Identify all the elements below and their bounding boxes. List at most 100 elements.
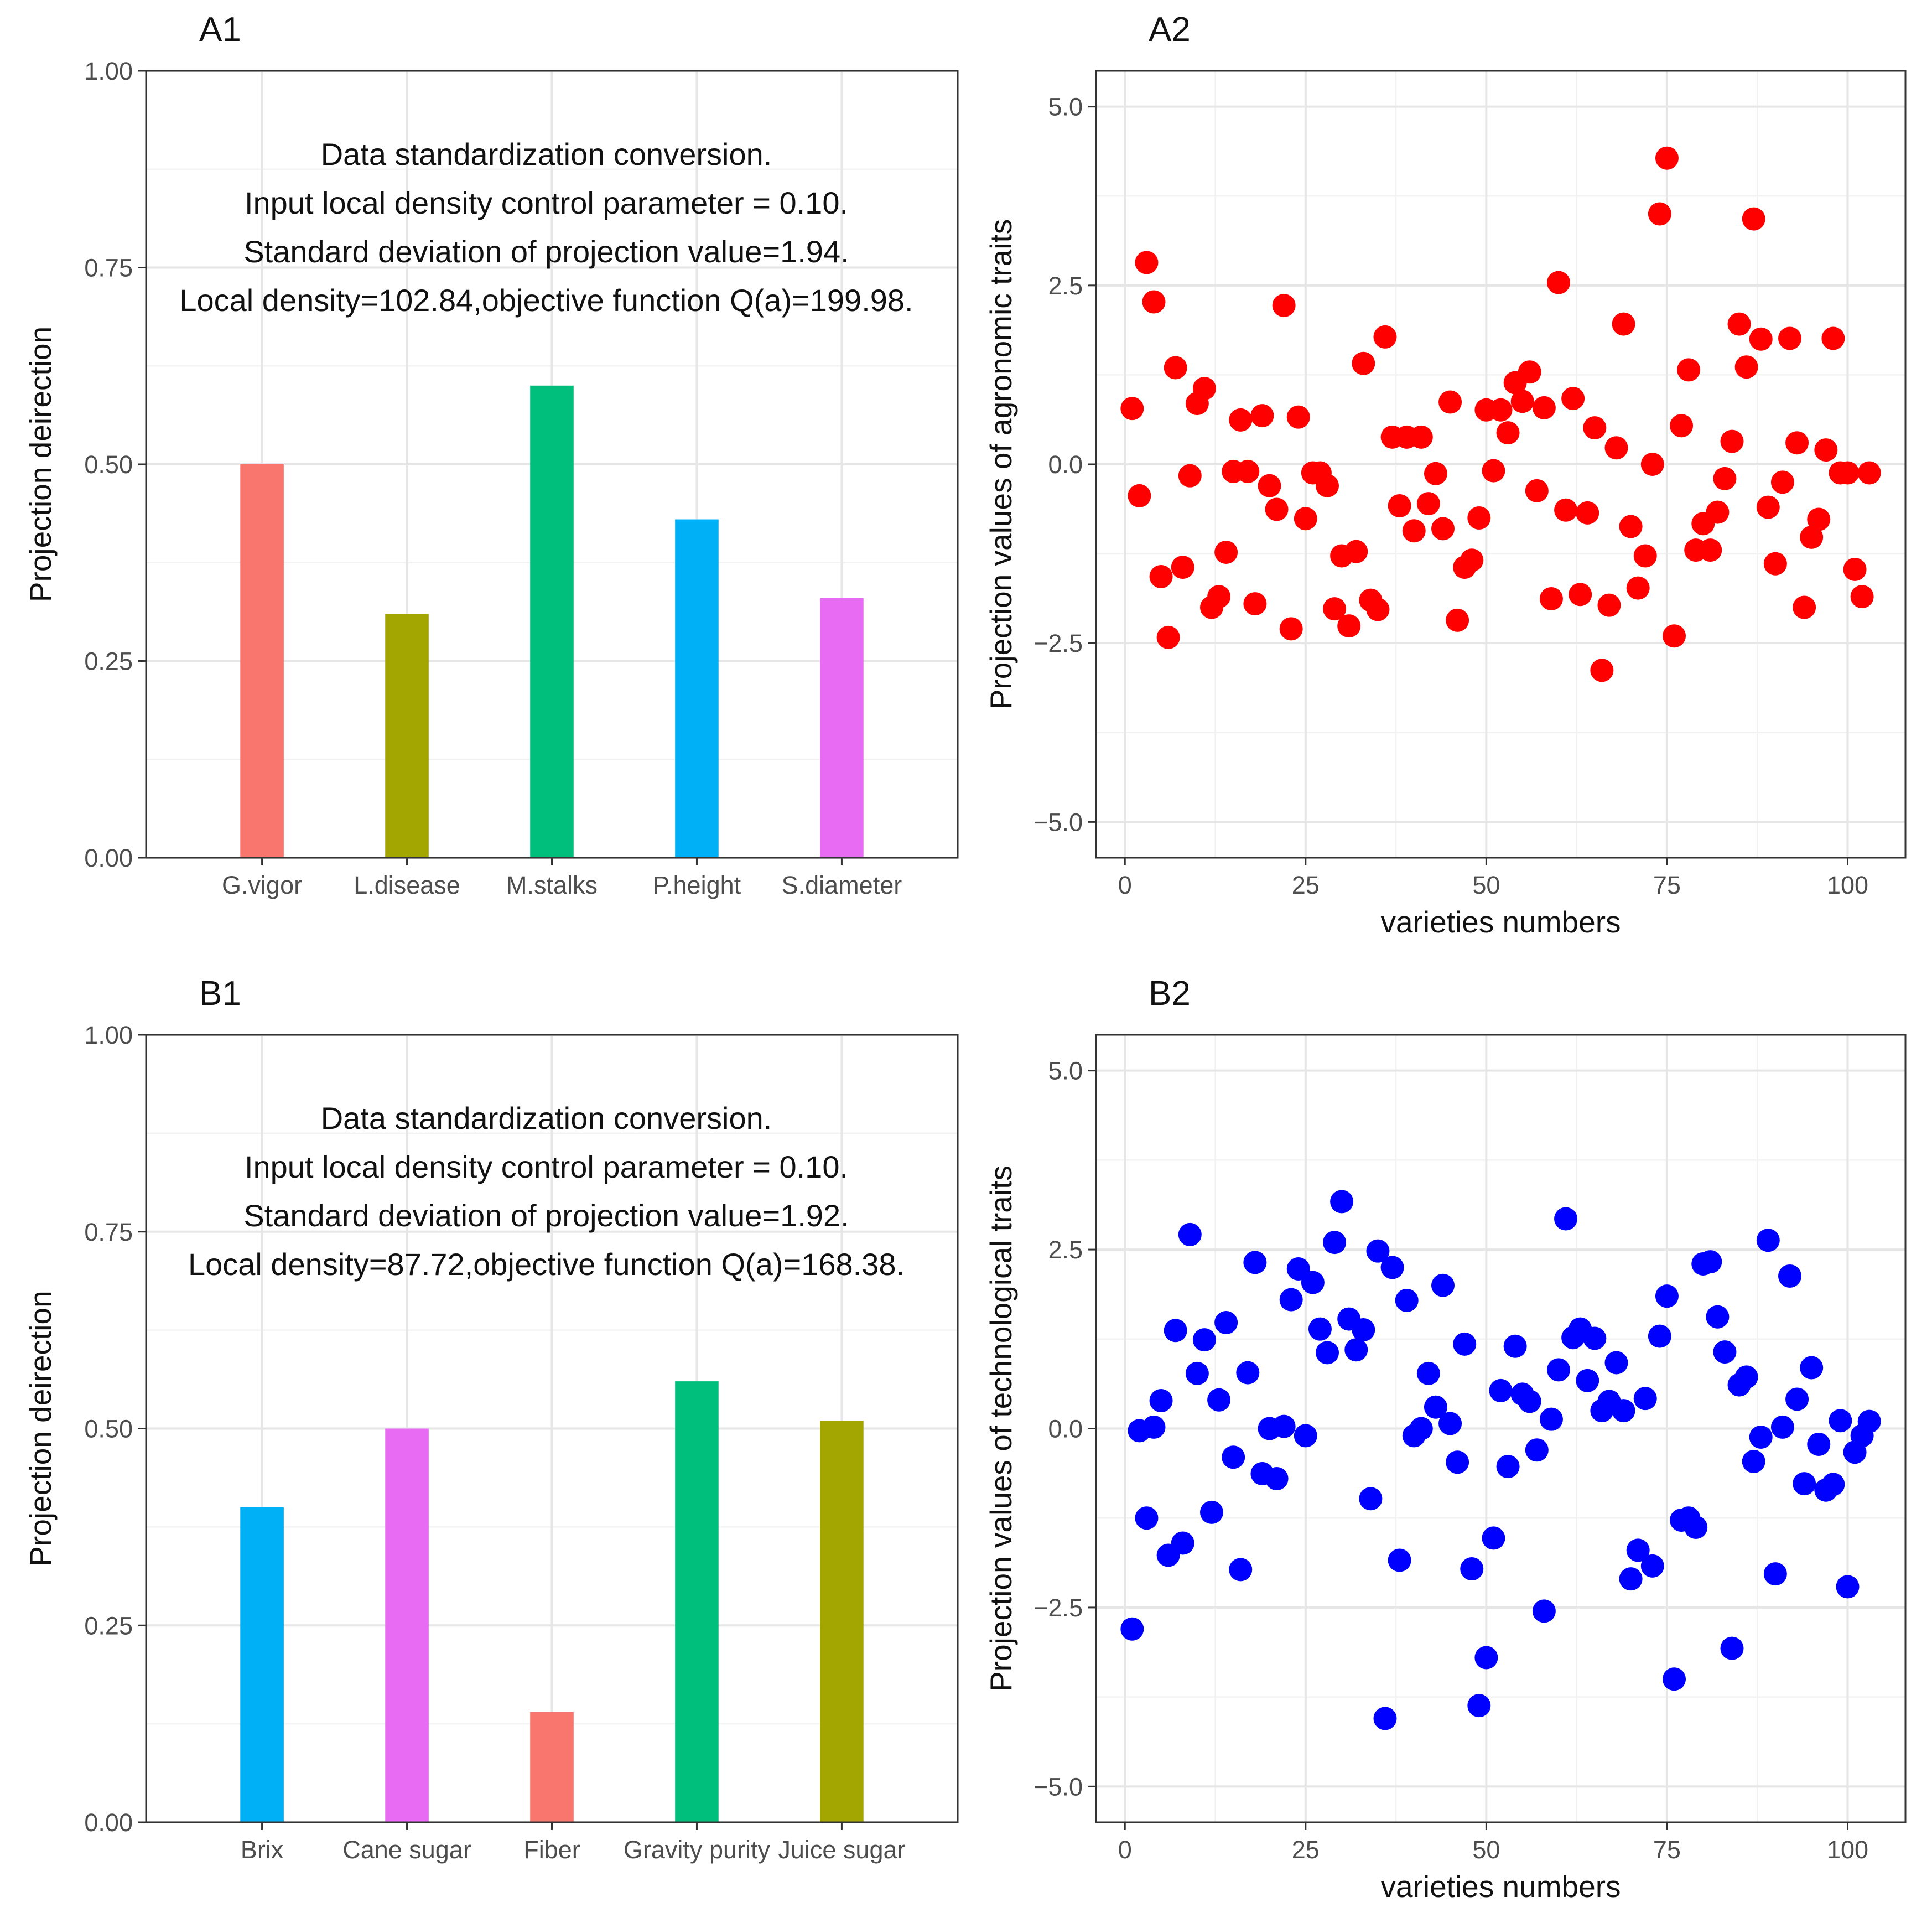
- data-point: [1265, 497, 1289, 521]
- data-point: [1539, 587, 1563, 611]
- data-point: [1192, 376, 1216, 400]
- x-tick-label: Gravity purity: [624, 1836, 771, 1864]
- x-axis-title: varieties numbers: [1380, 905, 1621, 939]
- data-point: [1482, 1526, 1505, 1550]
- y-tick-label: 5.0: [1048, 1057, 1083, 1085]
- data-point: [1734, 355, 1758, 379]
- data-point: [1229, 1558, 1253, 1582]
- data-point: [1294, 507, 1317, 531]
- panel-label: B1: [199, 975, 241, 1013]
- data-point: [1699, 1250, 1722, 1274]
- data-point: [1286, 405, 1310, 429]
- data-point: [1821, 1473, 1845, 1496]
- data-point: [1337, 614, 1361, 638]
- x-tick-label: S.diameter: [782, 871, 902, 899]
- data-point: [1409, 425, 1433, 449]
- data-point: [1836, 1575, 1860, 1599]
- data-point: [1272, 294, 1296, 318]
- data-point: [1294, 1424, 1317, 1448]
- data-point: [1453, 1332, 1477, 1356]
- data-point: [1821, 326, 1845, 350]
- data-point: [1756, 1229, 1780, 1252]
- data-point: [1554, 1207, 1578, 1231]
- panel-b2-scatter-plot: −5.0 −2.5 0.0 2.5 5.0 0 25 50 75 100 varieties num…: [984, 975, 1907, 1904]
- data-point: [1258, 474, 1281, 497]
- data-point: [1663, 624, 1686, 648]
- annotation-line: Data standardization conversion.: [321, 137, 772, 172]
- data-point: [1597, 593, 1621, 617]
- annotation-line: Input local density control parameter = …: [245, 1149, 848, 1184]
- data-point: [1431, 517, 1455, 541]
- data-point: [1142, 290, 1166, 314]
- x-tick-label: 25: [1292, 871, 1320, 899]
- data-point: [1135, 251, 1159, 274]
- data-point: [1539, 1407, 1563, 1431]
- data-point: [1164, 1319, 1187, 1343]
- y-axis-title: Projection deirection: [23, 326, 58, 602]
- data-point: [1720, 429, 1744, 453]
- data-point: [1474, 1646, 1498, 1670]
- data-point: [1395, 1288, 1419, 1312]
- data-point: [1496, 1455, 1520, 1479]
- data-point: [1814, 438, 1838, 462]
- annotation-line: Local density=102.84,objective function …: [179, 283, 913, 318]
- data-point: [1416, 1361, 1440, 1385]
- data-point: [1222, 1445, 1245, 1469]
- x-tick-label: 100: [1827, 871, 1868, 899]
- data-point: [1344, 540, 1368, 563]
- data-point: [1742, 207, 1765, 231]
- data-point: [1532, 396, 1556, 419]
- data-point: [1243, 1251, 1267, 1274]
- data-point: [1720, 1636, 1744, 1660]
- data-point: [1402, 519, 1426, 543]
- y-tick-label: −2.5: [1033, 629, 1083, 657]
- data-point: [1829, 1409, 1852, 1433]
- data-point: [1250, 404, 1274, 428]
- y-tick-label: 0.0: [1048, 450, 1083, 479]
- data-point: [1857, 461, 1881, 485]
- data-point: [1446, 1450, 1469, 1474]
- data-point: [1677, 358, 1701, 382]
- data-point: [1604, 1351, 1628, 1375]
- x-tick-label: Juice sugar: [778, 1836, 905, 1864]
- data-point: [1200, 1500, 1223, 1524]
- data-point: [1800, 1356, 1824, 1380]
- x-tick-label: 0: [1118, 871, 1132, 899]
- data-point: [1785, 431, 1809, 455]
- data-point: [1633, 544, 1657, 568]
- x-tick-label: 75: [1653, 871, 1681, 899]
- data-point: [1149, 564, 1173, 588]
- data-point: [1727, 312, 1751, 336]
- data-point: [1236, 459, 1260, 483]
- data-point: [1482, 459, 1505, 483]
- data-point: [1633, 1387, 1657, 1411]
- bar-s-diameter: [820, 598, 864, 858]
- data-point: [1135, 1506, 1159, 1530]
- bar-fiber: [530, 1712, 574, 1822]
- data-point: [1525, 1438, 1549, 1462]
- data-point: [1207, 585, 1231, 609]
- data-point: [1460, 548, 1484, 572]
- x-tick-label: Fiber: [523, 1836, 580, 1864]
- data-point: [1706, 1305, 1730, 1329]
- data-point: [1612, 1399, 1635, 1423]
- data-point: [1713, 1340, 1737, 1364]
- data-point: [1800, 525, 1824, 549]
- panel-a2-scatter-plot: −5.0 −2.5 0.0 2.5 5.0 0 25 50 75 100 varieties num…: [984, 11, 1907, 939]
- data-point: [1214, 1311, 1238, 1335]
- x-tick-label: Cane sugar: [342, 1836, 471, 1864]
- bar-g-vigor: [240, 464, 284, 858]
- data-point: [1388, 494, 1411, 517]
- data-point: [1547, 271, 1570, 294]
- data-point: [1576, 501, 1599, 525]
- x-tick-label: L.disease: [354, 871, 460, 899]
- x-tick-label: 100: [1827, 1836, 1868, 1864]
- data-point: [1265, 1467, 1289, 1491]
- data-point: [1178, 1222, 1202, 1246]
- data-point: [1214, 541, 1238, 564]
- y-tick-label: 0.50: [84, 1415, 133, 1443]
- data-point: [1503, 1334, 1527, 1358]
- data-point: [1156, 625, 1180, 649]
- data-point: [1793, 595, 1816, 619]
- data-point: [1323, 1231, 1347, 1255]
